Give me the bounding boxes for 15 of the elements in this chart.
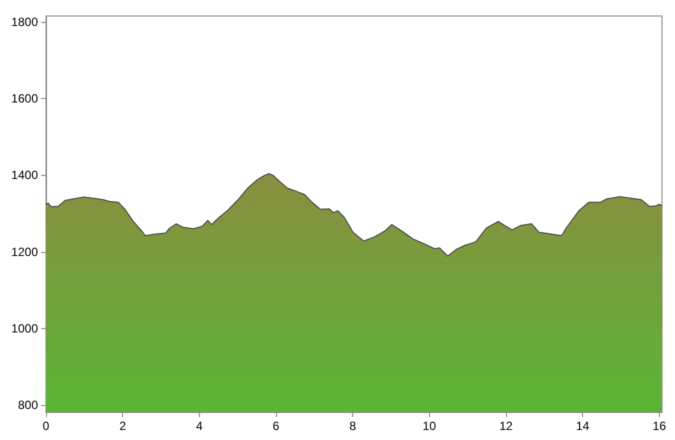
x-tick-label: 2 [119, 419, 126, 433]
x-tick-label: 10 [422, 419, 436, 433]
x-tick-label: 6 [272, 419, 280, 433]
x-tick-label: 12 [499, 419, 513, 433]
y-tick-label: 800 [18, 398, 38, 412]
x-tick-label: 4 [196, 419, 203, 433]
x-tick-label: 16 [652, 419, 666, 433]
x-tick-label: 0 [42, 419, 50, 433]
y-tick-label: 1600 [11, 91, 38, 106]
y-tick-label: 1200 [11, 244, 38, 259]
y-tick-label: 1800 [11, 14, 38, 29]
y-tick-label: 1000 [11, 321, 38, 336]
x-tick-label: 14 [576, 419, 590, 433]
x-tick-label: 8 [349, 419, 356, 433]
y-tick-label: 1400 [11, 168, 38, 182]
